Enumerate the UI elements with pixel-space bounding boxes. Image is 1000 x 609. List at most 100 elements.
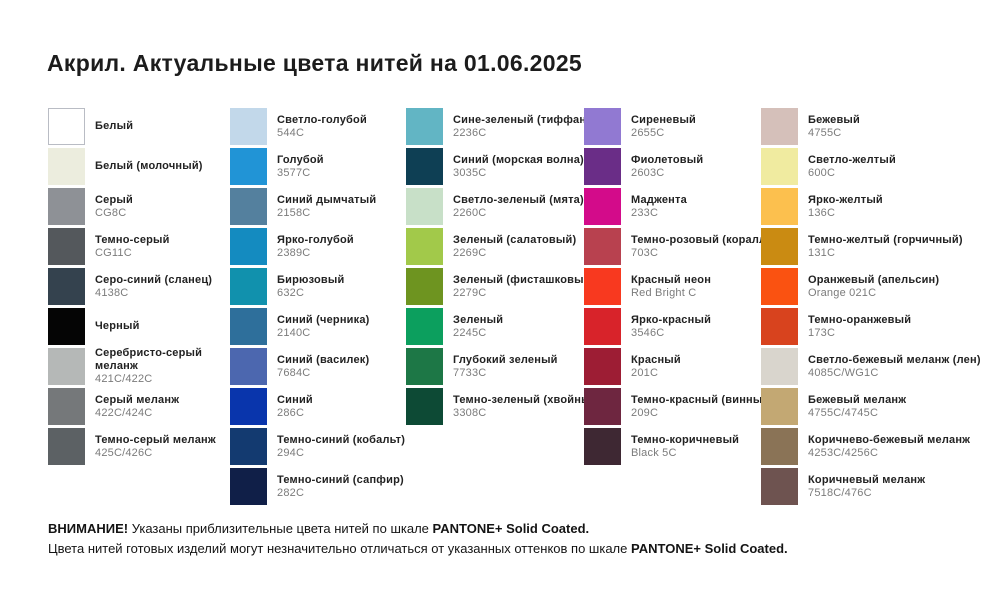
pantone-code: 421C/422C: [95, 373, 153, 385]
color-row: Темно-розовый (коралл) 703C: [584, 228, 773, 265]
color-label: Темно-красный (винный) 209C: [631, 394, 773, 420]
color-row: Серебристо-серый меланж 421C/422C: [48, 347, 227, 385]
pantone-code: 282C: [277, 486, 305, 499]
footer-line-2: Цвета нитей готовых изделий могут незнач…: [48, 539, 788, 559]
color-label: Светло-желтый 600C: [808, 154, 896, 180]
color-label: Черный: [95, 320, 227, 333]
color-label: Красный 201C: [631, 354, 681, 380]
color-swatch: [761, 228, 798, 265]
color-name: Темно-синий (кобальт): [277, 433, 406, 446]
color-label: Бежевый меланж 4755C/4745C: [808, 394, 906, 420]
color-label: Оранжевый (апельсин) Orange 021C: [808, 274, 939, 300]
color-name: Светло-зеленый (мята): [453, 193, 584, 206]
color-row: Синий (морская волна) 3035C: [406, 148, 602, 185]
color-label: Ярко-желтый 136C: [808, 194, 883, 220]
color-swatch: [584, 348, 621, 385]
color-swatch: [761, 308, 798, 345]
color-label: Светло-бежевый меланж (лен) 4085C/WG1C: [808, 354, 981, 380]
color-name: Ярко-желтый: [808, 193, 883, 206]
color-name: Глубокий зеленый: [453, 353, 558, 366]
pantone-scale-label: PANTONE+ Solid Coated.: [432, 521, 590, 536]
color-row: Синий 286C: [230, 388, 405, 425]
color-swatch: [584, 108, 621, 145]
color-swatch: [406, 388, 443, 425]
color-name: Темно-серый меланж: [95, 433, 216, 446]
pantone-code: CG11C: [95, 246, 132, 259]
color-label: Голубой 3577C: [277, 154, 324, 180]
pantone-code: 201C: [631, 366, 659, 379]
color-label: Сиреневый 2655C: [631, 114, 696, 140]
color-name: Оранжевый (апельсин): [808, 273, 940, 286]
color-row: Зеленый 2245C: [406, 308, 602, 345]
color-label: Синий (василек) 7684C: [277, 354, 369, 380]
color-name: Темно-желтый (горчичный): [808, 233, 963, 246]
color-label: Синий 286C: [277, 394, 313, 420]
color-swatch: [584, 228, 621, 265]
pantone-code: 425C/426C: [95, 446, 153, 459]
color-row: Черный: [48, 308, 227, 345]
pantone-code: CG8C: [95, 206, 127, 219]
color-name: Сиреневый: [631, 113, 697, 126]
pantone-code: 2236C: [453, 126, 487, 139]
color-label: Светло-зеленый (мята) 2260C: [453, 194, 584, 220]
color-name: Серебристо-серый меланж: [95, 347, 203, 372]
color-row: Маджента 233C: [584, 188, 773, 225]
page-title: Акрил. Актуальные цвета нитей на 01.06.2…: [47, 50, 583, 76]
color-row: Светло-желтый 600C: [761, 148, 981, 185]
pantone-code: 4085C/WG1C: [808, 366, 879, 379]
pantone-code: 233C: [631, 206, 659, 219]
color-label: Бежевый 4755C: [808, 114, 860, 140]
color-name: Темно-розовый (коралл): [631, 233, 771, 246]
color-row: Бежевый 4755C: [761, 108, 981, 145]
pantone-code: 2389C: [277, 246, 311, 259]
color-name: Темно-оранжевый: [808, 313, 912, 326]
color-name: Серый меланж: [95, 393, 180, 406]
color-name: Светло-бежевый меланж (лен): [808, 353, 981, 366]
color-swatch: [230, 388, 267, 425]
color-label: Синий (морская волна) 3035C: [453, 154, 584, 180]
pantone-code: 2158C: [277, 206, 311, 219]
color-row: Светло-бежевый меланж (лен) 4085C/WG1C: [761, 348, 981, 385]
pantone-code: 600C: [808, 166, 836, 179]
warning-label: ВНИМАНИЕ!: [48, 521, 129, 536]
color-label: Темно-розовый (коралл) 703C: [631, 234, 770, 260]
color-swatch: [48, 108, 85, 145]
color-swatch: [230, 428, 267, 465]
color-row: Темно-серый меланж 425C/426C: [48, 428, 227, 465]
color-row: Темно-синий (сапфир) 282C: [230, 468, 405, 505]
color-name: Синий дымчатый: [277, 193, 377, 206]
color-label: Зеленый (салатовый) 2269C: [453, 234, 576, 260]
color-row: Белый (молочный): [48, 148, 227, 185]
color-name: Бирюзовый: [277, 273, 345, 286]
color-swatch: [406, 268, 443, 305]
color-swatch: [230, 108, 267, 145]
color-label: Коричнево-бежевый меланж 4253C/4256C: [808, 434, 970, 460]
pantone-code: 703C: [631, 246, 659, 259]
color-label: Глубокий зеленый 7733C: [453, 354, 558, 380]
color-name: Красный неон: [631, 273, 712, 286]
color-name: Коричневый меланж: [808, 473, 926, 486]
pantone-code: Orange 021C: [808, 286, 877, 299]
color-name: Белый (молочный): [95, 160, 203, 172]
color-swatch: [230, 468, 267, 505]
color-row: Ярко-красный 3546C: [584, 308, 773, 345]
pantone-code: 2269C: [453, 246, 487, 259]
color-name: Темно-серый: [95, 233, 170, 246]
color-name: Темно-синий (сапфир): [277, 473, 404, 486]
color-name: Темно-зеленый (хвойный): [453, 393, 602, 406]
color-label: Темно-синий (кобальт) 294C: [277, 434, 405, 460]
color-name: Зеленый (фисташковый): [453, 273, 595, 286]
color-label: Темно-серый меланж 425C/426C: [95, 434, 227, 460]
swatch-column: Сиреневый 2655C Фиолетовый 2603C Маджента 233…: [584, 108, 773, 468]
color-swatch: [406, 308, 443, 345]
pantone-code: 136C: [808, 206, 836, 219]
color-row: Оранжевый (апельсин) Orange 021C: [761, 268, 981, 305]
color-name: Бежевый меланж: [808, 393, 907, 406]
color-row: Темно-оранжевый 173C: [761, 308, 981, 345]
color-swatch: [584, 188, 621, 225]
pantone-code: 2603C: [631, 166, 665, 179]
pantone-code: 4253C/4256C: [808, 446, 879, 459]
color-row: Красный неон Red Bright C: [584, 268, 773, 305]
color-row: Сине-зеленый (тиффани) 2236C: [406, 108, 602, 145]
pantone-code: 173C: [808, 326, 836, 339]
